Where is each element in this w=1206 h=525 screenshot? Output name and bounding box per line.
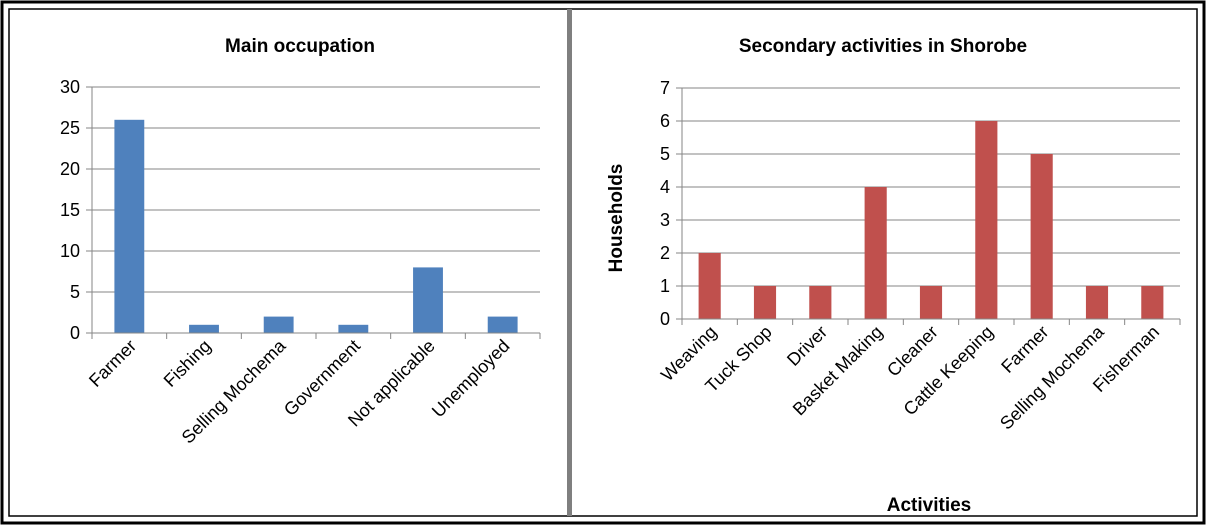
y-tick-label: 3 [660,210,670,230]
bar-fishing [189,324,219,333]
y-tick-label: 20 [60,159,80,179]
axes [86,86,541,339]
y-tick-label: 6 [660,111,670,131]
x-category-label: Unemployed [428,336,514,422]
bar-unemployed [487,316,518,333]
axes [676,87,1181,325]
bar-tuck-shop [753,286,777,319]
x-category-label: Driver [783,322,831,370]
y-tick-label: 4 [660,177,670,197]
bar-selling-mochema [263,316,294,333]
y-tick-label: 5 [70,282,80,302]
bar-cleaner [919,286,943,319]
chart-title: Secondary activities in Shorobe [739,36,1027,57]
x-category-label: Selling Mochema [996,321,1108,433]
main-occupation-chart: Main occupation 0 5 10 15 20 25 30 Farmer Fishi… [60,36,541,447]
bars [114,119,518,333]
y-tick-label: 5 [660,144,670,164]
bar-fisherman [1141,286,1164,319]
bar-farmer [1030,154,1053,319]
bar-cattle-keeping [975,121,998,319]
y-tick-label: 1 [660,276,670,296]
y-tick-label: 30 [60,77,80,97]
bar-selling-mochema [1085,286,1109,319]
gridlines [92,86,540,293]
x-axis-title: Activities [887,495,971,516]
y-tick-label: 7 [660,78,670,98]
bar-driver [809,286,832,319]
y-tick-label: 0 [70,323,80,343]
chart-title: Main occupation [225,36,375,57]
bar-weaving [698,253,721,319]
y-tick-labels: 0 5 10 15 20 25 30 [60,77,80,343]
x-category-label: Farmer [85,336,140,391]
y-tick-label: 25 [60,118,80,138]
x-category-label: Farmer [997,322,1052,377]
y-tick-label: 2 [660,243,670,263]
gridlines [682,87,1180,287]
y-tick-label: 10 [60,241,80,261]
y-axis-title: Households [606,164,627,273]
bar-basket-making [864,187,887,319]
bars [698,121,1164,319]
x-category-label: Government [280,336,364,420]
bar-farmer [114,119,145,333]
x-category-label: Fishing [160,336,215,391]
y-tick-label: 0 [660,309,670,329]
y-tick-label: 15 [60,200,80,220]
y-tick-labels: 0 1 2 3 4 5 6 7 [660,78,670,329]
panel-divider [567,9,572,516]
bar-not-applicable [413,267,443,333]
secondary-activities-chart: Secondary activities in Shorobe Househol… [606,36,1181,516]
inner-border [8,8,1198,517]
bar-government [338,324,369,333]
